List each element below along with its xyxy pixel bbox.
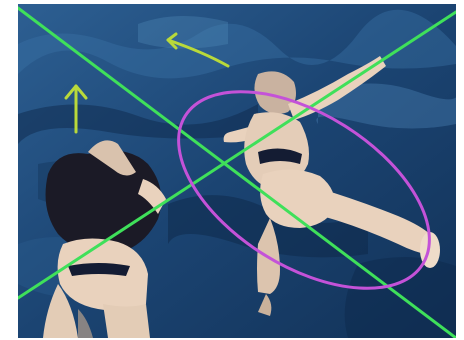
left-swimmer-hair — [45, 150, 162, 255]
right-swimmer-leg-right — [318, 188, 436, 256]
green-diagonal-line-2 — [18, 10, 456, 300]
green-diagonal-line-1 — [18, 6, 456, 338]
purple-ellipse-highlight — [177, 90, 431, 290]
underwater-photo — [18, 4, 456, 338]
left-swimmer — [43, 140, 166, 338]
curved-arrow-icon — [166, 32, 230, 68]
annotations — [18, 6, 456, 338]
left-swimmer-swimsuit — [68, 263, 130, 276]
scene-svg — [18, 4, 456, 338]
up-arrow-icon — [64, 84, 88, 134]
right-swimmer — [223, 56, 440, 316]
left-swimmer-arm — [88, 140, 136, 176]
right-swimmer-swimsuit-top — [258, 148, 302, 164]
right-swimmer-hips — [260, 169, 335, 228]
right-swimmer-hair — [254, 71, 296, 114]
left-swimmer-legs — [43, 284, 150, 338]
